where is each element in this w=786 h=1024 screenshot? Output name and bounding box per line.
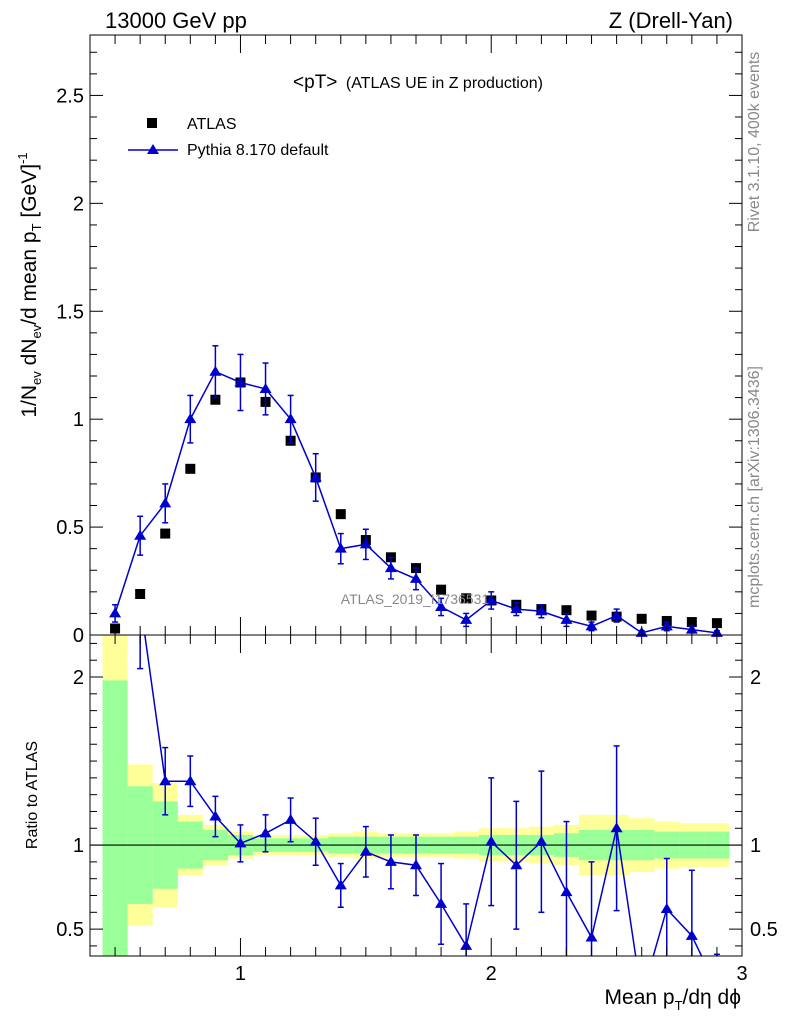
ratio-y-tick-label: 0.5 xyxy=(56,919,84,941)
pythia-data-point xyxy=(560,613,573,624)
ratio-pythia-line xyxy=(144,635,703,956)
pythia-data-point xyxy=(535,605,548,616)
ratio-data-point xyxy=(159,775,172,786)
ratio-x-tick-label: 3 xyxy=(736,963,747,985)
ratio-data-point xyxy=(510,859,523,870)
ratio-axes: 0.5 0.5 1 1 2 2 1 2 3 xyxy=(56,635,778,985)
ratio-x-tick-label: 1 xyxy=(235,963,246,985)
main-y-tick-label: 2 xyxy=(73,193,84,215)
main-y-tick-label: 1 xyxy=(73,409,84,431)
ratio-x-axis-label: Mean pT/dη dϕ xyxy=(605,986,741,1013)
atlas-data-point xyxy=(436,584,447,595)
atlas-data-point xyxy=(586,610,597,621)
ratio-data-point xyxy=(209,810,222,821)
ratio-data-point xyxy=(585,931,598,942)
atlas-data-point xyxy=(561,605,572,616)
ratio-data-point xyxy=(460,939,473,950)
pythia-data-point xyxy=(184,413,197,424)
main-panel: 0 0.5 1 1.5 2 2.5 <pT> (ATLAS UE in Z product… xyxy=(15,34,743,647)
ratio-data-point xyxy=(384,855,397,866)
ratio-panel: 0.5 0.5 1 1 2 2 1 2 3 Ratio to ATLAS Mean pT/dη … xyxy=(24,634,778,1013)
pythia-data-point xyxy=(585,620,598,631)
main-axes: 0 0.5 1 1.5 2 2.5 xyxy=(56,35,743,647)
pythia-data-point xyxy=(259,382,272,393)
main-y-tick-label: 0.5 xyxy=(56,517,84,539)
ratio-y-tick-label-right: 0.5 xyxy=(750,919,778,941)
ratio-y-axis-label: Ratio to ATLAS xyxy=(24,741,41,849)
atlas-data-point xyxy=(711,618,722,629)
pythia-data-point xyxy=(159,497,172,508)
main-y-tick-label: 1.5 xyxy=(56,301,84,323)
ratio-frame xyxy=(89,634,743,957)
ratio-series-group xyxy=(137,635,720,956)
ratio-data-point xyxy=(435,897,448,908)
ratio-data-point xyxy=(660,902,673,913)
ratio-data-point xyxy=(485,835,498,846)
legend-pythia-marker xyxy=(147,144,159,154)
pythia-data-point xyxy=(410,572,422,583)
ratio-data-point xyxy=(610,822,623,833)
ratio-data-point xyxy=(334,879,347,890)
legend: ATLAS Pythia 8.170 default xyxy=(128,116,329,159)
main-title: <pT> (ATLAS UE in Z production) xyxy=(293,72,543,93)
main-y-tick-label: 0 xyxy=(73,625,84,647)
ratio-band-inner xyxy=(102,680,128,956)
pythia-data-point xyxy=(234,376,247,387)
pythia-data-point xyxy=(334,542,347,553)
pythia-data-point xyxy=(284,413,297,424)
ratio-data-point xyxy=(535,835,548,846)
ratio-data-point xyxy=(560,886,573,897)
main-title-sub: (ATLAS UE in Z production) xyxy=(346,75,543,92)
ratio-y-tick-label-right: 1 xyxy=(750,835,761,857)
pythia-data-point xyxy=(435,600,448,611)
atlas-data-point xyxy=(636,613,647,624)
ratio-data-point xyxy=(359,845,372,856)
main-y-tick-label: 2.5 xyxy=(56,85,84,107)
atlas-data-point xyxy=(135,588,146,599)
pythia-data-point xyxy=(134,529,147,540)
ratio-plot-area xyxy=(90,635,742,956)
ratio-data-point xyxy=(259,827,272,838)
ratio-y-tick-label: 2 xyxy=(73,667,84,689)
atlas-data-point xyxy=(335,509,346,520)
atlas-data-point xyxy=(461,593,472,604)
header-process-label: Z (Drell-Yan) xyxy=(609,8,733,33)
pythia-data-point xyxy=(460,613,473,624)
ratio-data-point xyxy=(234,837,247,848)
rivet-version-label: Rivet 3.1.10, 400k events xyxy=(746,52,763,233)
main-title-main: <pT> xyxy=(293,72,337,93)
pythia-data-point xyxy=(209,365,222,376)
legend-atlas-marker xyxy=(147,118,157,128)
atlas-data-point xyxy=(210,394,221,405)
legend-pythia-label: Pythia 8.170 default xyxy=(187,142,329,159)
pythia-data-point xyxy=(309,471,322,482)
ratio-y-tick-label-right: 2 xyxy=(750,667,761,689)
pythia-data-point xyxy=(359,538,372,549)
main-plot-area xyxy=(109,345,723,637)
atlas-data-point xyxy=(160,528,171,539)
pythia-data-point xyxy=(109,607,122,618)
ratio-data-point xyxy=(309,835,322,846)
header-energy-label: 13000 GeV pp xyxy=(105,8,247,33)
pythia-data-point xyxy=(510,603,523,614)
pythia-data-point xyxy=(384,562,397,573)
atlas-data-point xyxy=(686,617,697,628)
pythia-data-point xyxy=(610,609,623,620)
main-y-axis-label: 1/Nev dNev/d mean pT [GeV]-1 xyxy=(15,152,44,417)
pythia-data-point xyxy=(485,594,498,605)
ratio-data-point xyxy=(685,929,698,940)
ratio-data-point xyxy=(284,813,297,824)
ratio-data-point xyxy=(410,859,422,870)
legend-atlas-label: ATLAS xyxy=(187,116,237,133)
pythia-data-point xyxy=(660,620,673,631)
atlas-data-point xyxy=(185,463,196,474)
ratio-y-tick-label: 1 xyxy=(73,835,84,857)
ratio-x-tick-label: 2 xyxy=(486,963,497,985)
watermark: ATLAS_2019_I1736531 xyxy=(341,591,490,607)
ratio-data-point xyxy=(184,775,197,786)
mcplots-label: mcplots.cern.ch [arXiv:1306.3436] xyxy=(746,366,763,608)
